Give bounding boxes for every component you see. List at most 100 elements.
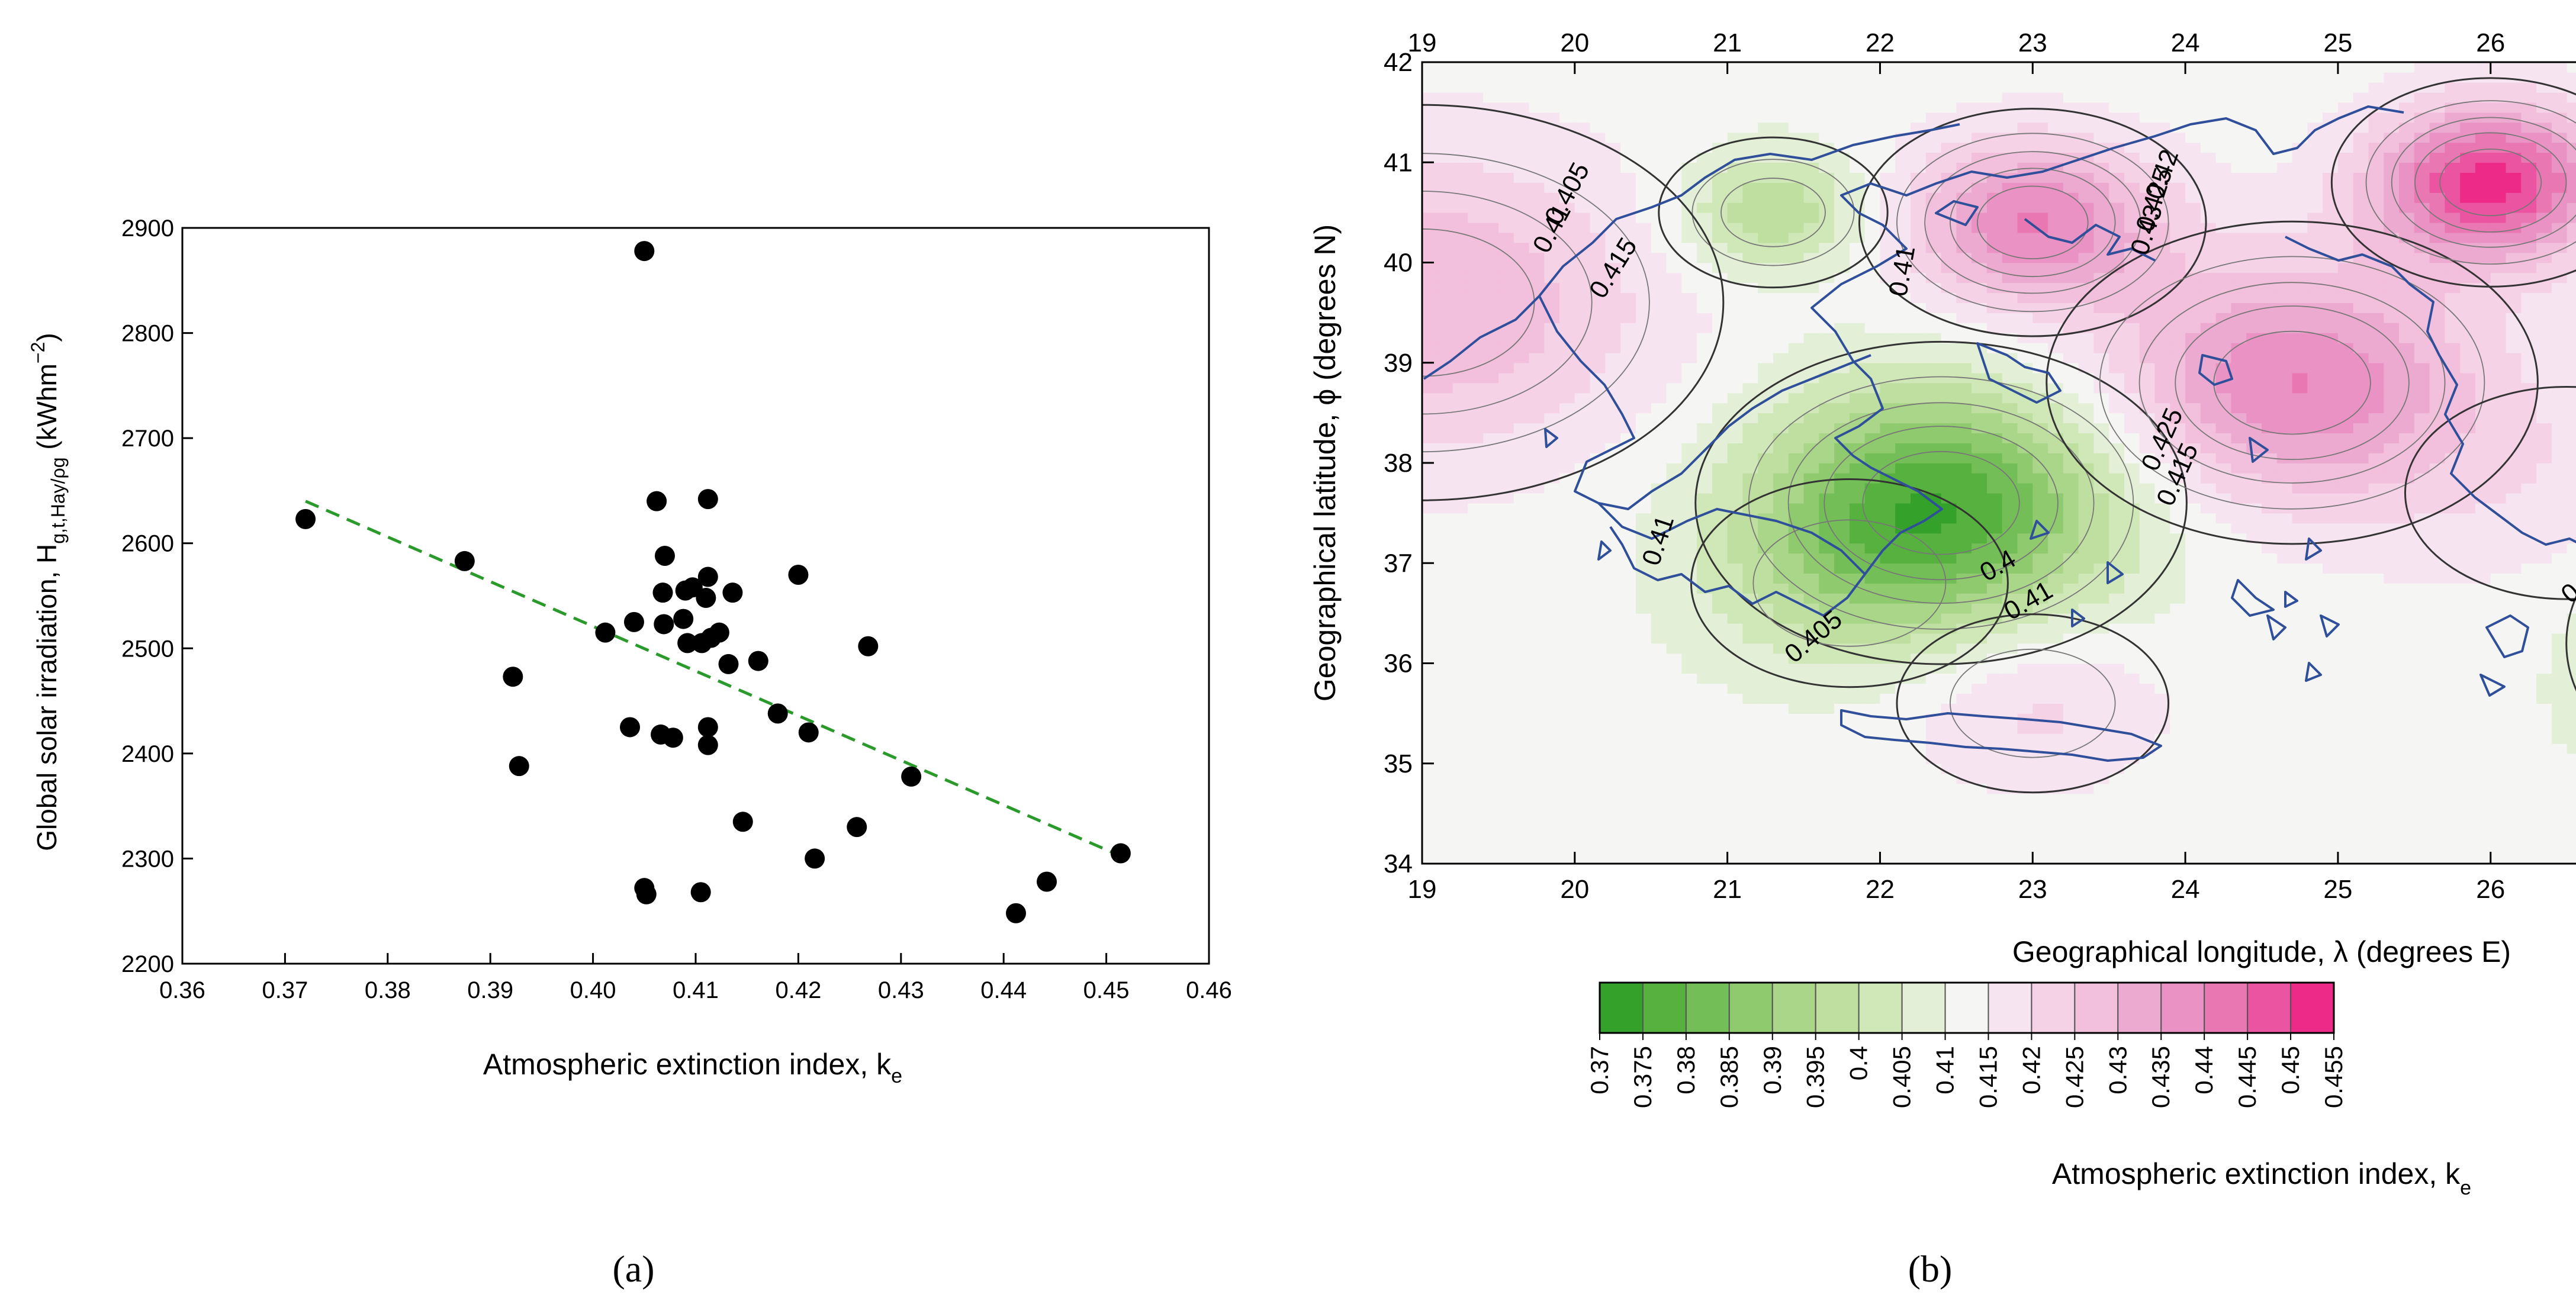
field-cell	[2292, 192, 2308, 203]
field-cell	[2093, 463, 2109, 474]
field-cell	[1834, 352, 1850, 363]
field-cell	[2185, 633, 2201, 644]
field-cell	[2185, 753, 2201, 764]
field-cell	[1773, 453, 1789, 463]
field-cell	[1544, 102, 1560, 113]
field-cell	[2109, 352, 2125, 363]
field-cell	[2002, 503, 2018, 514]
field-cell	[2017, 643, 2034, 654]
field-cell	[1819, 733, 1835, 744]
field-cell	[1544, 232, 1560, 243]
field-cell	[1681, 773, 1697, 784]
field-cell	[1880, 753, 1896, 764]
field-cell	[1559, 443, 1575, 453]
field-cell	[1452, 723, 1469, 734]
field-cell	[2170, 733, 2186, 744]
field-cell	[2170, 543, 2186, 554]
field-cell	[1590, 62, 1606, 73]
field-cell	[1712, 102, 1728, 113]
field-cell	[2093, 382, 2109, 394]
field-cell	[1864, 152, 1881, 163]
field-cell	[1452, 603, 1469, 614]
field-cell	[1666, 713, 1683, 724]
field-cell	[1895, 72, 1911, 83]
field-cell	[2109, 453, 2125, 463]
field-cell	[1666, 844, 1683, 854]
field-cell	[1437, 62, 1453, 73]
field-cell	[2139, 854, 2156, 864]
field-cell	[1911, 453, 1927, 463]
field-cell	[2124, 92, 2140, 103]
field-cell	[2215, 82, 2232, 93]
field-cell	[1834, 413, 1850, 424]
field-cell	[1422, 192, 1438, 203]
field-cell	[1834, 683, 1850, 694]
field-cell	[1925, 583, 1942, 594]
field-cell	[2292, 633, 2308, 644]
field-cell	[2017, 803, 2034, 815]
field-cell	[1880, 844, 1896, 854]
field-cell	[2063, 352, 2079, 363]
field-cell	[1620, 783, 1636, 794]
field-cell	[2246, 362, 2262, 374]
field-cell	[1925, 423, 1942, 433]
field-cell	[1559, 142, 1575, 153]
field-cell	[2170, 823, 2186, 834]
field-cell	[1986, 162, 2003, 173]
field-cell	[2139, 803, 2156, 815]
field-cell	[1422, 783, 1438, 794]
field-cell	[2002, 292, 2018, 303]
field-cell	[1452, 854, 1469, 864]
field-cell	[1986, 352, 2003, 363]
field-cell	[2200, 272, 2217, 284]
field-cell	[2063, 252, 2079, 263]
field-cell	[2170, 763, 2186, 774]
field-cell	[1620, 352, 1636, 363]
field-cell	[2017, 613, 2034, 624]
field-cell	[2078, 492, 2095, 504]
field-cell	[2292, 463, 2308, 474]
field-cell	[1422, 733, 1438, 744]
field-cell	[1956, 643, 1972, 654]
field-cell	[1666, 773, 1683, 784]
field-cell	[1727, 633, 1744, 644]
field-cell	[1498, 382, 1514, 394]
field-cell	[2231, 352, 2247, 363]
field-cell	[1483, 162, 1499, 173]
field-cell	[1819, 292, 1835, 303]
y-tick-label: 2800	[121, 321, 174, 347]
field-cell	[1422, 753, 1438, 764]
field-cell	[2139, 403, 2156, 414]
field-cell	[2063, 282, 2079, 294]
field-cell	[1956, 182, 1972, 193]
field-cell	[1605, 142, 1621, 153]
field-cell	[2323, 413, 2339, 424]
field-cell	[2109, 613, 2125, 624]
field-cell	[1819, 262, 1835, 273]
field-cell	[1498, 102, 1514, 113]
field-cell	[1788, 743, 1805, 754]
field-cell	[1651, 643, 1667, 654]
field-cell	[2002, 803, 2018, 815]
field-cell	[1635, 633, 1652, 644]
field-cell	[2200, 423, 2217, 433]
field-cell	[1529, 92, 1545, 103]
field-cell	[2200, 613, 2217, 624]
field-cell	[2215, 703, 2232, 714]
field-cell	[1819, 232, 1835, 243]
field-cell	[1483, 533, 1499, 544]
field-cell	[1788, 433, 1805, 443]
field-cell	[1681, 302, 1697, 313]
field-cell	[2109, 603, 2125, 614]
field-cell	[1468, 313, 1484, 323]
field-cell	[1972, 102, 1988, 113]
field-cell	[1758, 683, 1774, 694]
field-cell	[2033, 212, 2048, 223]
field-cell	[1651, 403, 1667, 414]
field-cell	[1742, 282, 1758, 294]
field-cell	[1788, 362, 1805, 374]
field-cell	[2353, 653, 2369, 664]
field-cell	[1452, 593, 1469, 604]
field-cell	[1911, 723, 1927, 734]
field-cell	[1758, 142, 1774, 153]
